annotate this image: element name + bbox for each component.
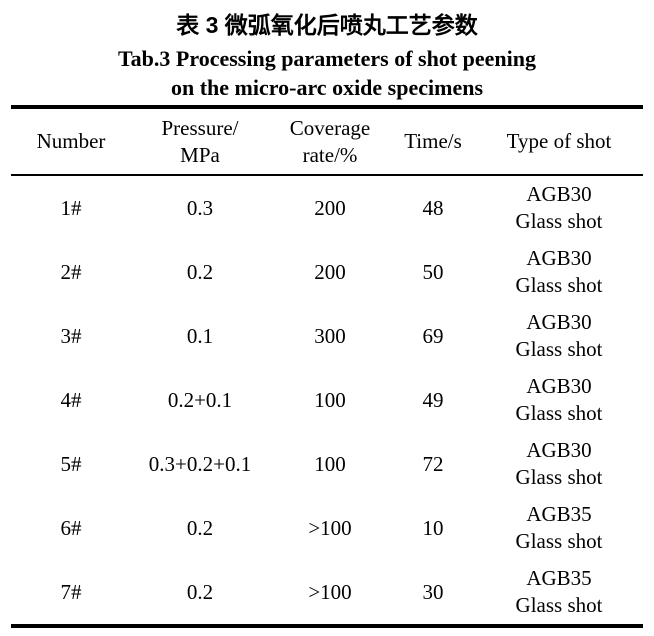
column-header-coverage-rate: Coverage rate/% — [269, 107, 391, 176]
cell-shot-type: AGB30 Glass shot — [475, 368, 643, 432]
cell-number: 1# — [60, 195, 82, 220]
table-body: 1# 0.3 200 48 AGB30 Glass shot 2# 0.2 200 50 AGB30… — [11, 175, 643, 626]
table-row: 5# 0.3+0.2+0.1 100 72 AGB30 Glass shot — [11, 432, 643, 496]
cell-shot-type: AGB35 Glass shot — [475, 496, 643, 560]
cell-number: 7# — [60, 579, 82, 604]
shot-type-line2: Glass shot — [515, 465, 603, 489]
table-caption-chinese: 表 3 微弧氧化后喷丸工艺参数 — [176, 12, 478, 38]
cell-time: 50 — [422, 259, 444, 284]
column-header-label: Time/s — [404, 129, 462, 153]
cell-shot-type: AGB30 Glass shot — [475, 432, 643, 496]
shot-type-line2: Glass shot — [515, 273, 603, 297]
shot-type-line2: Glass shot — [515, 337, 603, 361]
cell-coverage-rate: 200 — [314, 195, 346, 220]
cell-number: 2# — [60, 259, 82, 284]
cell-coverage-rate: >100 — [308, 579, 352, 604]
cell-time: 10 — [422, 515, 444, 540]
column-header-pressure: Pressure/MPa — [131, 107, 269, 176]
column-header-label: Number — [36, 129, 106, 153]
cell-pressure: 0.2 — [186, 579, 214, 604]
shot-type-line1: AGB30 — [526, 438, 592, 462]
column-header-label: Type of shot — [506, 129, 612, 153]
column-header-label: Pressure/ — [161, 115, 239, 140]
cell-pressure: 0.2+0.1 — [167, 387, 233, 412]
cell-pressure: 0.3+0.2+0.1 — [148, 451, 252, 476]
shot-type-line1: AGB30 — [526, 182, 592, 206]
column-header-number: Number — [11, 107, 131, 176]
cell-number: 5# — [60, 451, 82, 476]
shot-peening-parameters-table: Number Pressure/MPa Coverage rate/% Time/s Ty… — [11, 105, 643, 628]
table-row: 3# 0.1 300 69 AGB30 Glass shot — [11, 304, 643, 368]
column-header-type-of-shot: Type of shot — [475, 107, 643, 176]
table-row: 4# 0.2+0.1 100 49 AGB30 Glass shot — [11, 368, 643, 432]
table-caption-english: Tab.3 Processing parameters of shot peen… — [0, 44, 654, 102]
shot-type-line1: AGB35 — [526, 566, 592, 590]
cell-shot-type: AGB30 Glass shot — [475, 175, 643, 240]
cell-time: 48 — [422, 195, 444, 220]
cell-pressure: 0.3 — [186, 195, 214, 220]
cell-time: 49 — [422, 387, 444, 412]
cell-shot-type: AGB35 Glass shot — [475, 560, 643, 626]
cell-time: 72 — [422, 451, 444, 476]
cell-coverage-rate: 100 — [314, 387, 346, 412]
cell-coverage-rate: >100 — [308, 515, 352, 540]
shot-type-line2: Glass shot — [515, 529, 603, 553]
table-header: Number Pressure/MPa Coverage rate/% Time/s Ty… — [11, 107, 643, 176]
cell-time: 69 — [422, 323, 444, 348]
shot-type-line1: AGB30 — [526, 246, 592, 270]
shot-type-line2: Glass shot — [515, 401, 603, 425]
cell-shot-type: AGB30 Glass shot — [475, 304, 643, 368]
column-header-label: Coverage — [289, 115, 371, 140]
cell-coverage-rate: 200 — [314, 259, 346, 284]
shot-type-line1: AGB30 — [526, 310, 592, 334]
cell-number: 4# — [60, 387, 82, 412]
table-row: 7# 0.2 >100 30 AGB35 Glass shot — [11, 560, 643, 626]
cell-pressure: 0.2 — [186, 259, 214, 284]
column-header-label: MPa — [180, 142, 220, 167]
column-header-time: Time/s — [391, 107, 475, 176]
table-row: 2# 0.2 200 50 AGB30 Glass shot — [11, 240, 643, 304]
shot-type-line1: AGB35 — [526, 502, 592, 526]
cell-coverage-rate: 300 — [314, 323, 346, 348]
shot-type-line1: AGB30 — [526, 374, 592, 398]
cell-shot-type: AGB30 Glass shot — [475, 240, 643, 304]
table-row: 1# 0.3 200 48 AGB30 Glass shot — [11, 175, 643, 240]
shot-type-line2: Glass shot — [515, 209, 603, 233]
cell-number: 6# — [60, 515, 82, 540]
cell-pressure: 0.2 — [186, 515, 214, 540]
table-caption-english-line2: on the micro-arc oxide specimens — [170, 75, 484, 100]
cell-time: 30 — [422, 579, 444, 604]
table-row: 6# 0.2 >100 10 AGB35 Glass shot — [11, 496, 643, 560]
shot-type-line2: Glass shot — [515, 593, 603, 617]
column-header-label: rate/% — [302, 142, 358, 167]
cell-coverage-rate: 100 — [314, 451, 346, 476]
table-header-row: Number Pressure/MPa Coverage rate/% Time/s Ty… — [11, 107, 643, 176]
table-caption-english-line1: Tab.3 Processing parameters of shot peen… — [118, 46, 536, 71]
cell-number: 3# — [60, 323, 82, 348]
cell-pressure: 0.1 — [186, 323, 214, 348]
